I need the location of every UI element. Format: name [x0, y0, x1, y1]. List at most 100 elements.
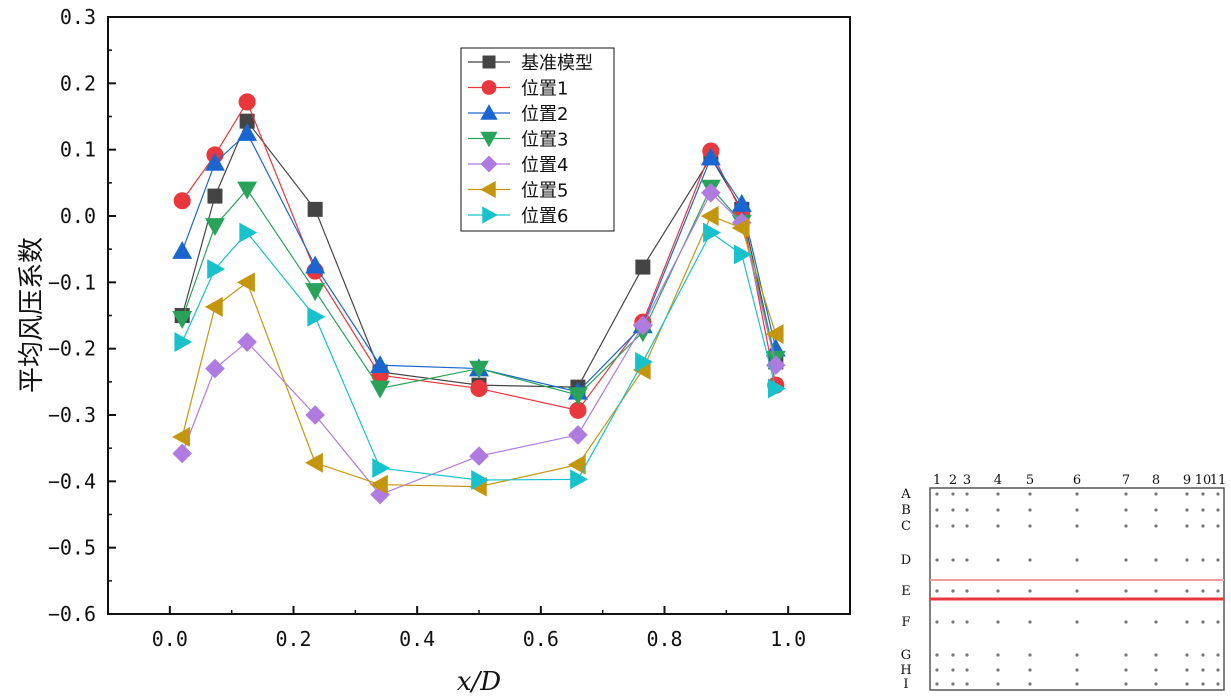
data-point	[567, 387, 588, 406]
diagram-point	[1075, 524, 1079, 528]
diagram-point	[1201, 668, 1205, 672]
diagram-point	[1028, 492, 1032, 496]
diagram-point	[1154, 653, 1158, 657]
y-axis-label: 平均风压系数	[17, 237, 47, 393]
data-point	[205, 152, 225, 171]
diagram-point	[1075, 589, 1079, 593]
x-tick-label: 1.0	[770, 627, 806, 651]
y-tick-label: 0.3	[60, 5, 96, 29]
diagram-point	[951, 508, 955, 512]
data-point	[470, 379, 488, 398]
diagram-point	[1185, 653, 1189, 657]
data-point	[237, 122, 258, 141]
diagram-point	[1201, 524, 1205, 528]
diagram-point	[965, 653, 969, 657]
data-point	[703, 222, 722, 243]
diagram-point	[1185, 508, 1189, 512]
legend-marker	[480, 131, 498, 148]
diagram-point	[1124, 558, 1128, 562]
data-point	[172, 443, 193, 464]
x-tick-label: 0.0	[152, 627, 188, 651]
diagram-point	[1201, 508, 1205, 512]
data-point	[174, 332, 193, 352]
diagram-point	[951, 620, 955, 624]
diagram-point	[1154, 524, 1158, 528]
data-point	[633, 315, 653, 336]
data-point	[700, 206, 719, 226]
diagram-point	[1028, 589, 1032, 593]
diagram-point	[1075, 620, 1079, 624]
diagram-point	[951, 653, 955, 657]
diagram-point	[965, 524, 969, 528]
diagram-column-label: 3	[963, 473, 971, 488]
legend-marker	[480, 104, 498, 120]
diagram-point	[965, 558, 969, 562]
diagram-column-label: 2	[949, 473, 957, 488]
data-point	[370, 380, 391, 399]
data-point	[207, 259, 226, 280]
diagram-point	[1124, 653, 1128, 657]
legend-label: 位置2	[521, 104, 568, 125]
diagram-row-label: I	[903, 677, 908, 692]
data-point	[734, 244, 752, 265]
data-point	[236, 272, 255, 293]
diagram-point	[1185, 524, 1189, 528]
diagram-point	[1201, 558, 1205, 562]
series-5	[172, 182, 786, 505]
diagram-point	[951, 524, 955, 528]
diagram-point	[1075, 492, 1079, 496]
diagram-point	[1216, 589, 1220, 593]
diagram-point	[1075, 682, 1079, 686]
data-point	[239, 222, 258, 243]
diagram-point	[935, 682, 939, 686]
diagram-row-label: A	[900, 487, 911, 502]
diagram-point	[996, 682, 1000, 686]
diagram-point	[951, 682, 955, 686]
data-point	[305, 255, 326, 274]
data-point	[204, 296, 223, 317]
data-point	[370, 355, 391, 374]
diagram-point	[1124, 620, 1128, 624]
legend-marker	[481, 80, 497, 95]
data-point	[700, 147, 721, 166]
series-group	[172, 93, 786, 505]
diagram-point	[935, 524, 939, 528]
data-point	[469, 360, 489, 379]
diagram-point	[1124, 508, 1128, 512]
diagram-point	[935, 653, 939, 657]
legend-label: 位置4	[521, 155, 568, 176]
diagram-row-label: F	[901, 615, 910, 630]
y-tick-label: −0.3	[48, 403, 96, 427]
diagram-point	[935, 492, 939, 496]
data-point	[701, 182, 721, 203]
y-tick-label: −0.1	[48, 270, 96, 294]
data-point	[469, 446, 489, 466]
diagram-point	[965, 589, 969, 593]
diagram-point	[1216, 682, 1220, 686]
diagram-point	[965, 508, 969, 512]
data-point	[372, 458, 391, 479]
data-point	[237, 181, 258, 200]
data-point	[731, 193, 752, 212]
diagram-point	[1154, 558, 1158, 562]
diagram-point	[1124, 668, 1128, 672]
diagram-column-label: 1	[933, 473, 941, 488]
data-point	[205, 358, 225, 379]
axis-ticks: 0.0 0.2 0.4 0.6 0.8 1.0 0.3 0.2 0.1 0.0 −0.1 −0.2 −0…	[48, 5, 851, 651]
diagram-point	[1028, 620, 1032, 624]
diagram-point	[1185, 620, 1189, 624]
data-point	[207, 188, 223, 204]
diagram-point	[996, 589, 1000, 593]
legend-label: 位置1	[521, 79, 568, 100]
diagram-point	[951, 668, 955, 672]
diagram-row-label: D	[901, 553, 911, 568]
diagram-point	[1201, 653, 1205, 657]
diagram-point	[1185, 558, 1189, 562]
diagram-point	[1185, 589, 1189, 593]
diagram-point	[1154, 508, 1158, 512]
legend-marker	[480, 180, 496, 199]
diagram-point	[965, 682, 969, 686]
diagram-point	[1201, 589, 1205, 593]
